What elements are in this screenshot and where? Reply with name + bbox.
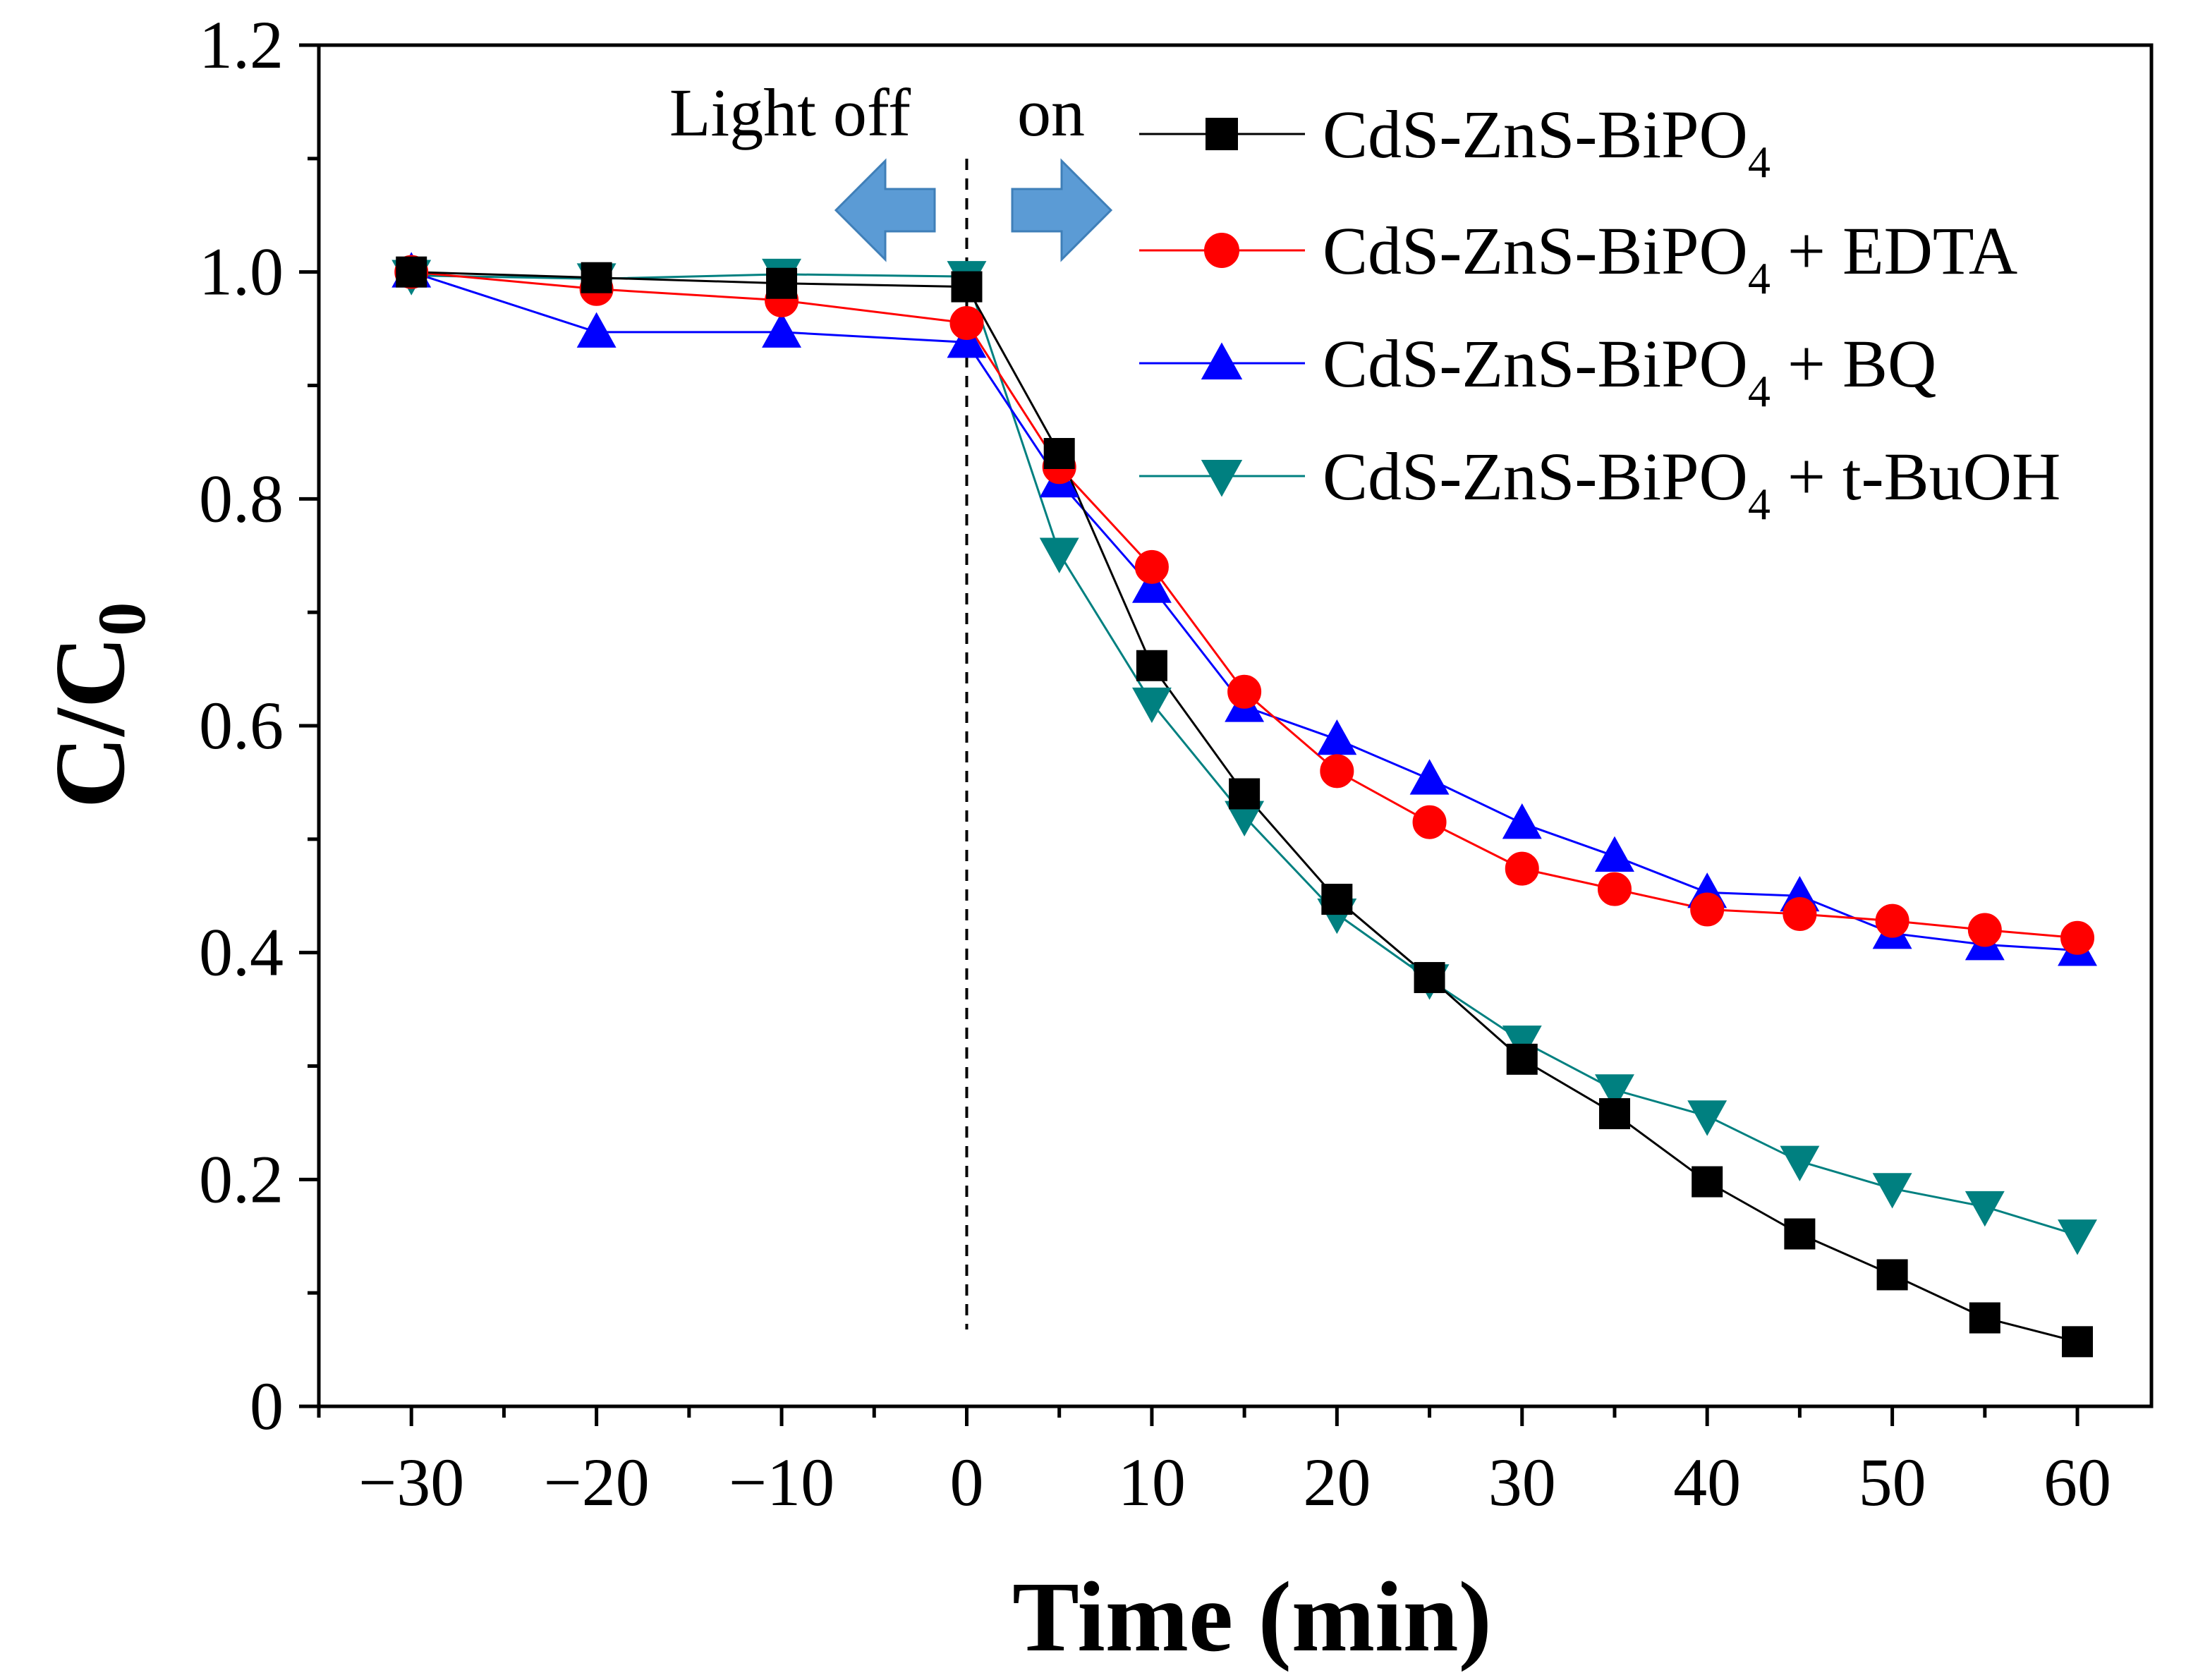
legend-marker-1 [1204,233,1239,268]
series-0-point [396,256,427,288]
legend-label-1: CdS-ZnS-BiPO4 + EDTA [1323,213,2017,303]
series-0-point [1321,884,1353,915]
x-tick-label: 10 [1118,1444,1186,1520]
series-3-point [1039,537,1079,573]
series-line-0 [411,271,2078,1343]
x-tick-label: 40 [1673,1444,1741,1520]
series-2-point [762,312,802,348]
legend-marker-2 [1201,342,1243,379]
y-tick-label: 1.2 [199,7,284,83]
series-0-point [1414,962,1445,994]
x-tick-label: −20 [544,1444,650,1520]
series-2-point [1131,567,1172,603]
legend-label-sub: 4 [1748,366,1771,416]
legend-marker-3 [1201,460,1243,497]
series-0-point [1692,1166,1723,1198]
series-3-point [1502,1025,1542,1061]
series-0-point [1876,1259,1908,1291]
series-3-point [1965,1191,2005,1227]
arrow-left-icon [834,158,936,262]
legend-label-3: CdS-ZnS-BiPO4 + t-BuOH [1323,439,2060,529]
x-tick-label: 0 [949,1444,983,1520]
series-3-point [1872,1173,1912,1209]
y-tick-label: 0.4 [199,915,284,990]
series-2-point [1409,759,1450,795]
legend-label-2: CdS-ZnS-BiPO4 + BQ [1323,326,1936,416]
y-tick-label: 1.0 [199,234,284,310]
series-0-point [766,267,798,299]
series-2-point [1317,719,1357,755]
series-0-point [1506,1043,1538,1075]
x-tick-label: −30 [358,1444,464,1520]
legend-label-main: CdS-ZnS-BiPO [1323,439,1748,514]
x-tick-label: 60 [2044,1444,2111,1520]
legend-label-sub: 4 [1748,253,1771,303]
series-1-point [1134,549,1169,584]
y-tick-label: 0.2 [199,1141,284,1217]
y-axis-title-main: C/C [34,636,145,809]
series-2-point [1502,803,1542,839]
series-line-1 [411,271,2078,939]
series-0-point [1784,1218,1816,1250]
series-line-2 [411,271,2078,951]
series-0-point [1598,1098,1630,1130]
series-1-point [1505,851,1539,886]
series-0-point [1969,1302,2000,1334]
x-tick-label: 30 [1488,1444,1556,1520]
series-1-point [1967,913,2002,947]
legend-label-suffix: + EDTA [1771,213,2017,288]
series-2-point [947,322,987,358]
series-0-point [2062,1326,2094,1358]
y-tick-label: 0 [250,1368,284,1444]
series-1-point [1875,903,1909,938]
legend-label-0: CdS-ZnS-BiPO4 [1323,97,1771,187]
y-tick-label: 0.6 [199,688,284,763]
series-1-point [1597,872,1632,906]
series-3-point [1687,1100,1727,1136]
series-2-point [1595,836,1634,872]
legend-label-main: CdS-ZnS-BiPO [1323,97,1748,172]
y-axis-title-sub: 0 [84,602,159,636]
series-1-point [1783,896,1817,931]
legend-marker-0 [1206,118,1238,150]
legend-label-sub: 4 [1748,479,1771,529]
annotation-layer: Light off on [669,75,1113,262]
series-1-point [2060,920,2095,955]
series-1-point [1320,754,1354,789]
series-3-point [1595,1074,1634,1110]
x-axis-title: Time (min) [1012,1561,1492,1672]
legend-label-sub: 4 [1748,137,1771,187]
series-0-point [1229,778,1261,810]
series-1-point [1690,892,1725,927]
series-layer [391,252,2097,1358]
y-tick-label: 0.8 [199,461,284,536]
series-2-point [576,312,617,348]
x-tick-label: −10 [729,1444,834,1520]
x-tick-label: 20 [1303,1444,1371,1520]
series-3-point [2058,1219,2097,1255]
legend-label-suffix: + t-BuOH [1771,439,2060,514]
arrow-right-icon [1011,158,1113,262]
legend-label-suffix: + BQ [1771,326,1937,401]
series-line-3 [411,273,2078,1236]
y-axis-title: C/C0 [34,602,159,809]
series-0-point [951,271,983,303]
series-3-point [1780,1145,1820,1181]
light-on-label: on [1017,75,1085,150]
x-tick-label: 50 [1859,1444,1926,1520]
series-1-point [1412,805,1447,839]
series-1-point [949,306,984,341]
axes: −30 −20 −10 0 10 20 30 40 50 60 0 0.2 0.4 0.6 0.8 1.0 1.… [199,7,2154,1520]
series-0-point [581,262,612,293]
series-1-point [1227,674,1262,709]
series-0-point [1136,650,1167,681]
legend-label-main: CdS-ZnS-BiPO [1323,213,1748,288]
series-0-point [1043,438,1075,469]
legend-label-main: CdS-ZnS-BiPO [1323,326,1748,401]
light-off-label: Light off [669,75,911,150]
series-3-point [1131,687,1172,724]
